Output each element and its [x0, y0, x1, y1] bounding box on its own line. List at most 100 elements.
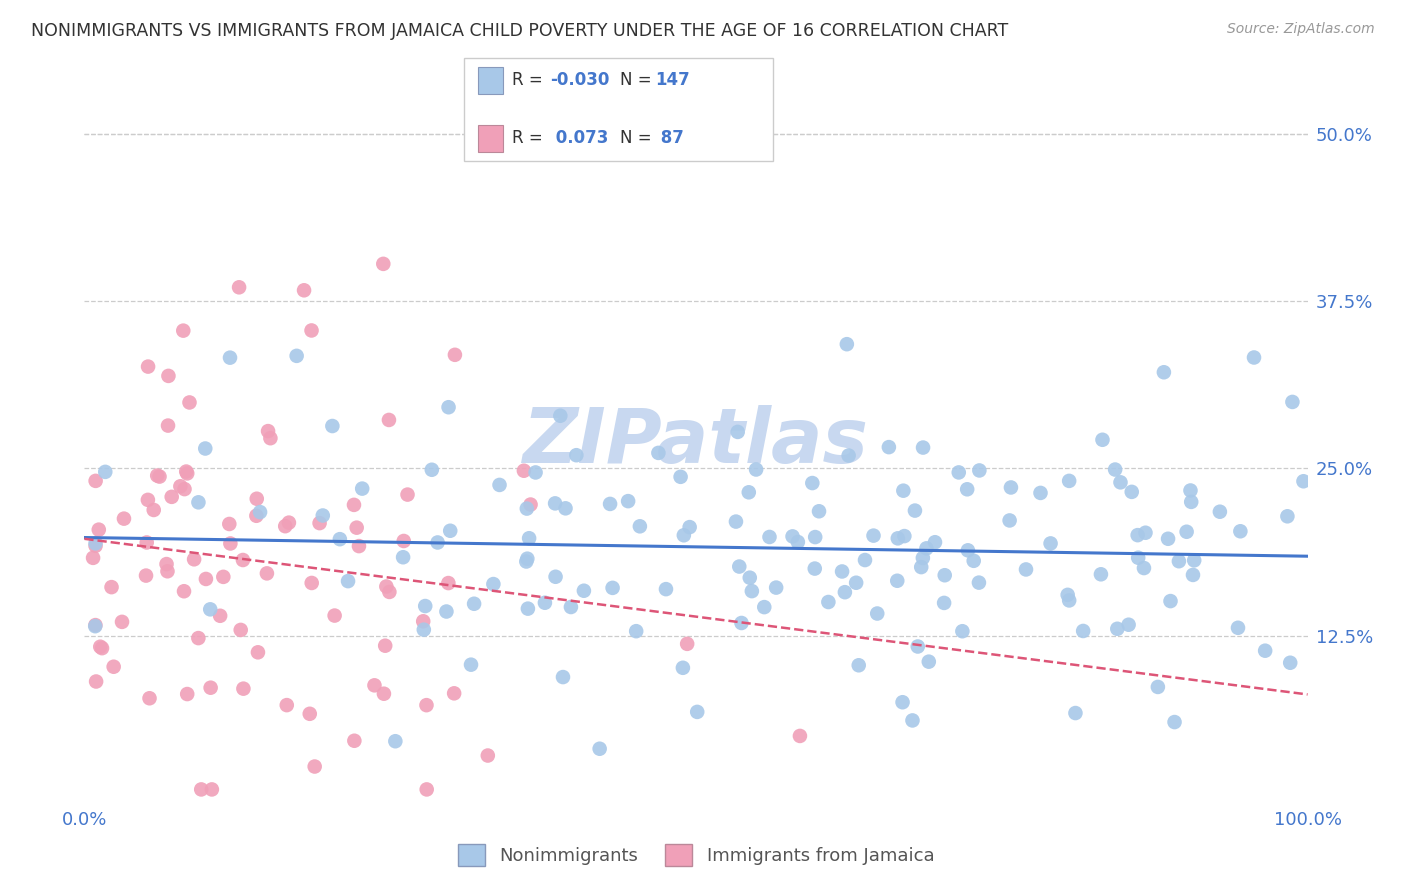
Point [754, 600, 776, 615]
Point [477, 748, 499, 763]
Point [413, 599, 436, 613]
Point [672, 528, 695, 542]
Point [956, 483, 979, 497]
Point [519, 498, 541, 512]
Point [160, 490, 183, 504]
Point [229, 623, 252, 637]
Text: N =: N = [620, 129, 657, 147]
Point [146, 468, 169, 483]
Point [321, 419, 343, 434]
Point [1128, 550, 1150, 565]
Point [686, 705, 709, 719]
Point [346, 521, 368, 535]
Point [219, 351, 242, 365]
Point [378, 585, 401, 599]
Point [853, 553, 876, 567]
Point [950, 624, 973, 639]
Point [200, 681, 222, 695]
Point [373, 257, 395, 271]
Point [373, 687, 395, 701]
Point [551, 670, 574, 684]
Point [343, 733, 366, 747]
Point [1056, 588, 1078, 602]
Point [1181, 568, 1204, 582]
Point [550, 409, 572, 423]
Point [276, 698, 298, 712]
Point [934, 568, 956, 582]
Point [482, 577, 505, 591]
Point [516, 551, 538, 566]
Point [94, 465, 117, 479]
Point [866, 607, 889, 621]
Point [915, 541, 938, 556]
Point [136, 492, 159, 507]
Point [375, 580, 398, 594]
Text: 147: 147 [655, 71, 690, 89]
Point [803, 561, 825, 575]
Point [148, 469, 170, 483]
Point [1227, 621, 1250, 635]
Point [758, 530, 780, 544]
Point [232, 553, 254, 567]
Point [588, 741, 610, 756]
Point [91, 641, 114, 656]
Point [724, 515, 747, 529]
Point [308, 516, 330, 530]
Point [84, 536, 107, 550]
Point [1090, 567, 1112, 582]
Point [1029, 486, 1052, 500]
Point [460, 657, 482, 672]
Point [463, 597, 485, 611]
Point [838, 449, 860, 463]
Point [209, 608, 232, 623]
Point [1180, 495, 1202, 509]
Point [963, 554, 986, 568]
Point [1091, 433, 1114, 447]
Point [142, 503, 165, 517]
Point [1107, 622, 1129, 636]
Point [257, 424, 280, 438]
Point [1153, 365, 1175, 379]
Point [738, 485, 761, 500]
Point [172, 324, 194, 338]
Point [765, 581, 787, 595]
Point [1121, 484, 1143, 499]
Point [173, 584, 195, 599]
Point [415, 782, 437, 797]
Point [647, 446, 669, 460]
Point [1175, 524, 1198, 539]
Point [100, 580, 122, 594]
Point [679, 520, 702, 534]
Point [292, 283, 315, 297]
Point [513, 464, 536, 478]
Point [176, 687, 198, 701]
Point [515, 554, 537, 568]
Point [82, 550, 104, 565]
Point [169, 479, 191, 493]
Point [157, 368, 180, 383]
Point [918, 655, 941, 669]
Point [415, 698, 437, 713]
Point [948, 466, 970, 480]
Point [384, 734, 406, 748]
Point [111, 615, 134, 629]
Point [259, 431, 281, 445]
Point [84, 619, 107, 633]
Point [848, 658, 870, 673]
Point [212, 570, 235, 584]
Point [862, 528, 884, 542]
Point [1057, 593, 1080, 607]
Point [246, 491, 269, 506]
Point [728, 559, 751, 574]
Point [187, 495, 209, 509]
Point [347, 539, 370, 553]
Point [544, 496, 567, 510]
Point [392, 550, 415, 565]
Point [727, 425, 749, 439]
Text: R =: R = [512, 71, 548, 89]
Point [782, 529, 804, 543]
Point [194, 572, 217, 586]
Point [194, 442, 217, 456]
Point [1064, 706, 1087, 720]
Point [1254, 643, 1277, 657]
